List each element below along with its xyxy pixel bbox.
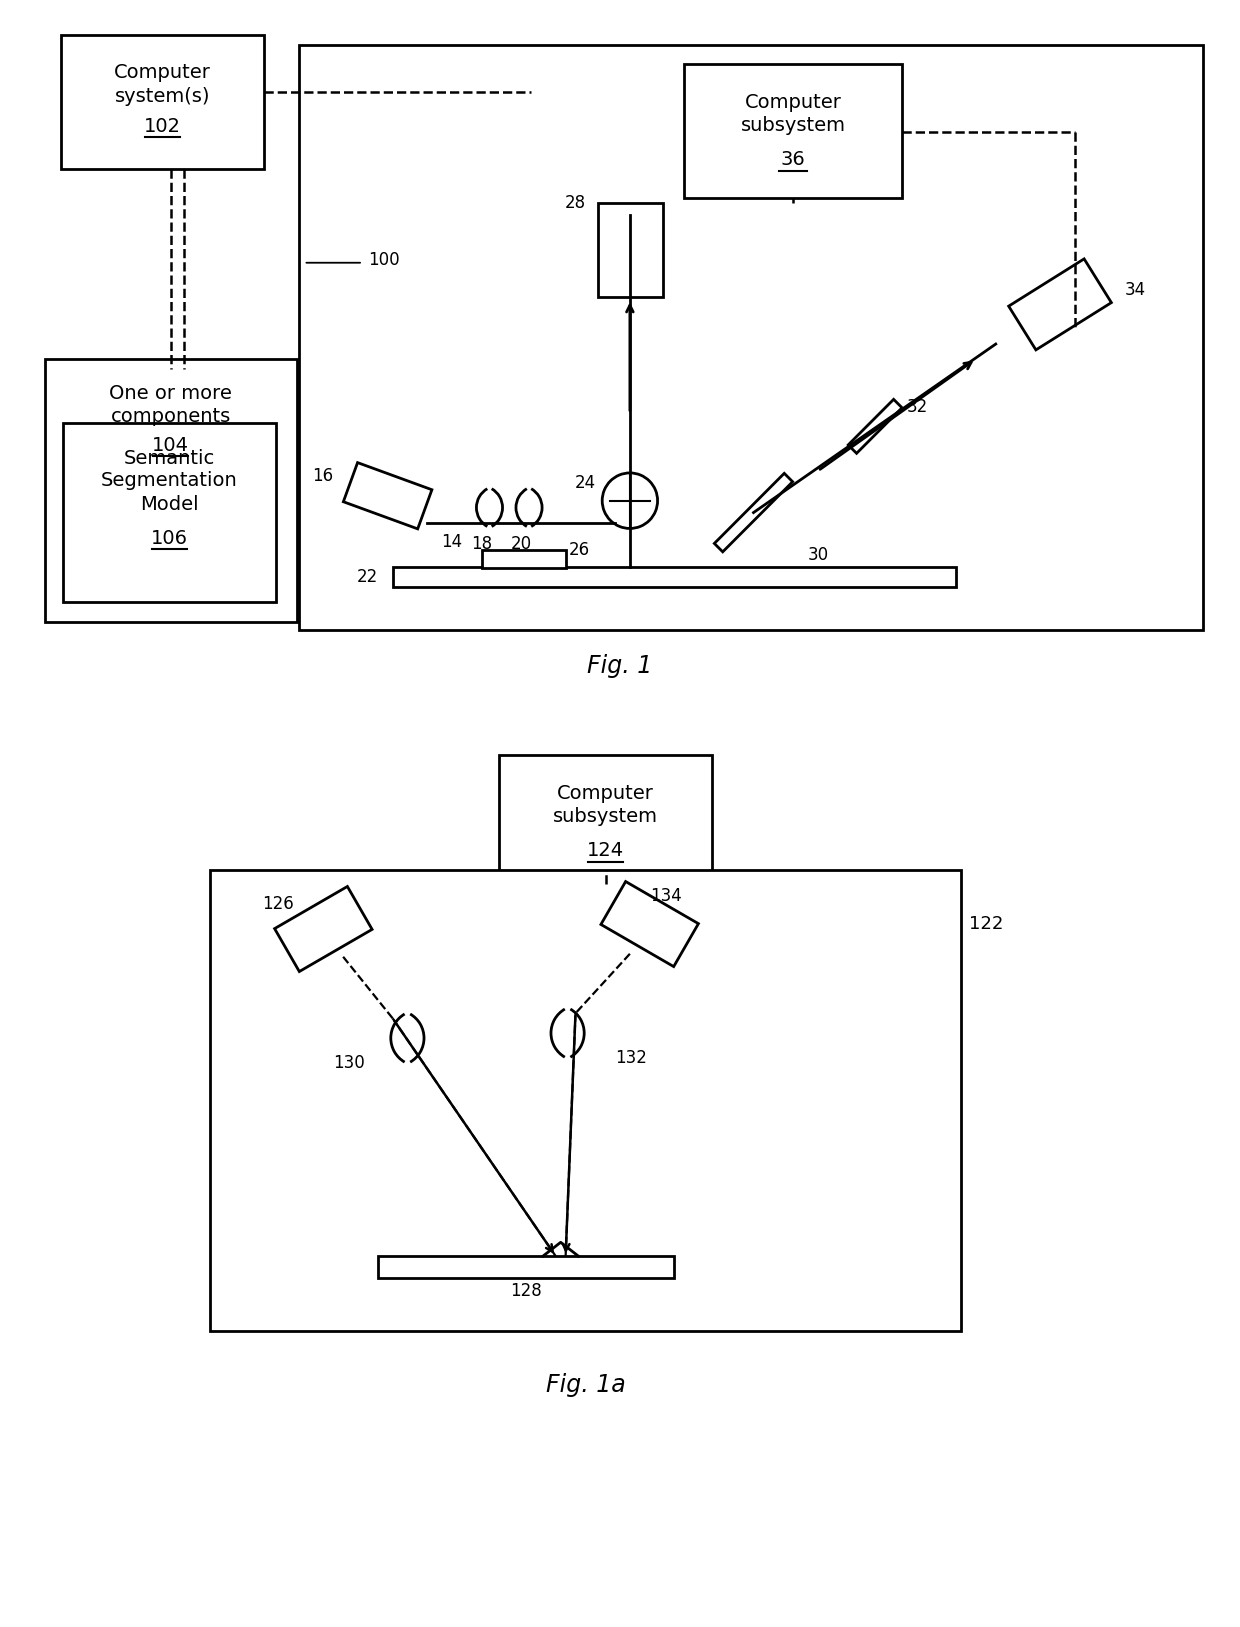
Text: 102: 102 (144, 117, 181, 137)
Polygon shape (601, 882, 698, 966)
Text: 34: 34 (1125, 280, 1146, 298)
Text: system(s): system(s) (115, 86, 211, 106)
Text: 128: 128 (510, 1282, 542, 1300)
FancyBboxPatch shape (378, 1256, 675, 1277)
Text: 32: 32 (906, 397, 928, 415)
Text: 24: 24 (575, 473, 596, 491)
Text: 20: 20 (511, 535, 532, 553)
Text: Computer: Computer (557, 784, 653, 802)
Text: 106: 106 (151, 529, 188, 548)
Text: Fig. 1: Fig. 1 (588, 654, 652, 678)
Text: 36: 36 (781, 150, 806, 169)
FancyBboxPatch shape (299, 44, 1203, 630)
Polygon shape (848, 399, 901, 454)
Text: One or more: One or more (109, 384, 232, 403)
Text: Computer: Computer (114, 63, 211, 81)
FancyBboxPatch shape (598, 203, 662, 298)
Text: 100: 100 (368, 251, 399, 268)
Text: 126: 126 (262, 895, 294, 913)
Text: Computer: Computer (744, 93, 842, 112)
Text: subsystem: subsystem (740, 117, 846, 135)
Polygon shape (274, 887, 372, 971)
Text: 30: 30 (808, 547, 830, 565)
FancyBboxPatch shape (500, 755, 712, 885)
Text: 16: 16 (312, 467, 334, 485)
Text: Fig. 1a: Fig. 1a (546, 1373, 625, 1398)
Text: Semantic: Semantic (124, 449, 216, 467)
FancyBboxPatch shape (210, 869, 961, 1331)
Text: components: components (110, 407, 231, 426)
Text: 26: 26 (569, 542, 590, 560)
FancyBboxPatch shape (45, 360, 296, 622)
Polygon shape (1008, 259, 1111, 350)
FancyBboxPatch shape (481, 550, 565, 568)
FancyBboxPatch shape (63, 423, 275, 602)
FancyBboxPatch shape (684, 65, 901, 198)
Polygon shape (714, 473, 792, 552)
Text: 132: 132 (615, 1049, 647, 1067)
Text: 18: 18 (471, 535, 492, 553)
Text: 124: 124 (587, 841, 624, 861)
FancyBboxPatch shape (61, 34, 264, 169)
Text: 130: 130 (334, 1054, 365, 1072)
FancyBboxPatch shape (393, 568, 956, 587)
Text: subsystem: subsystem (553, 807, 658, 827)
Text: 122: 122 (968, 914, 1003, 932)
Text: 134: 134 (650, 887, 682, 905)
Text: 14: 14 (440, 534, 461, 552)
Text: 28: 28 (564, 194, 585, 212)
Text: Model: Model (140, 495, 198, 514)
Text: Segmentation: Segmentation (102, 472, 238, 490)
Polygon shape (343, 462, 432, 529)
Text: 22: 22 (356, 568, 378, 586)
Text: 104: 104 (153, 436, 188, 454)
